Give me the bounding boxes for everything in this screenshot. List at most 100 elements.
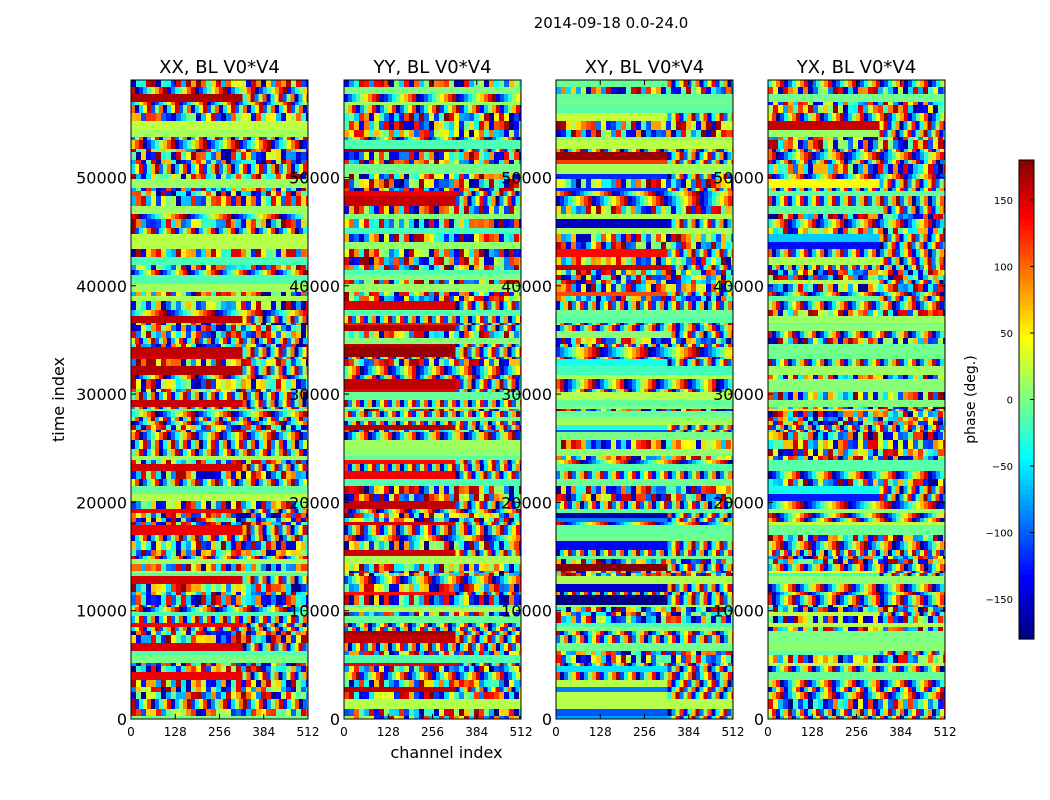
colorbar-segment bbox=[1019, 224, 1034, 231]
colorbar: 150 100 50 0 −50 −100 −150 phase (deg.) bbox=[963, 159, 1035, 640]
colorbar-segment bbox=[1019, 419, 1034, 426]
colorbar-segment bbox=[1019, 544, 1034, 550]
colorbar-segment bbox=[1019, 349, 1034, 356]
colorbar-segment bbox=[1019, 479, 1034, 485]
colorbar-segment bbox=[1019, 354, 1034, 361]
colorbar-tick-label: −150 bbox=[986, 595, 1013, 606]
colorbar-segment bbox=[1019, 264, 1034, 271]
y-tick-label: 0 bbox=[330, 710, 340, 729]
colorbar-segment bbox=[1019, 219, 1034, 226]
x-tick-label: 512 bbox=[934, 725, 957, 739]
panel-4: YX, BL V0*V4 0 128 256 384 512 0 10000 20000 3000… bbox=[713, 57, 956, 739]
x-tick-label: 128 bbox=[164, 725, 187, 739]
colorbar-segment bbox=[1019, 254, 1034, 261]
y-tick-label: 20000 bbox=[501, 493, 552, 512]
colorbar-tick-label: 150 bbox=[994, 196, 1013, 207]
y-tick-label: 0 bbox=[117, 710, 127, 729]
panel-2: YY, BL V0*V4 0 128 256 384 512 0 10000 20000 3000… bbox=[289, 57, 532, 762]
x-tick-label: 128 bbox=[377, 725, 400, 739]
colorbar-segment bbox=[1019, 339, 1034, 346]
y-tick-label: 50000 bbox=[713, 168, 764, 187]
colorbar-segment bbox=[1019, 364, 1034, 371]
colorbar-segment bbox=[1019, 394, 1034, 401]
y-tick-label: 50000 bbox=[501, 168, 552, 187]
y-axis-label: time index bbox=[49, 357, 68, 442]
x-tick-label: 384 bbox=[465, 725, 488, 739]
colorbar-segment bbox=[1019, 429, 1034, 436]
colorbar-segment bbox=[1019, 614, 1034, 620]
colorbar-segment bbox=[1019, 189, 1034, 196]
colorbar-tick-label: −100 bbox=[986, 529, 1013, 540]
colorbar-segment bbox=[1019, 324, 1034, 331]
colorbar-segment bbox=[1019, 529, 1034, 535]
colorbar-segment bbox=[1019, 359, 1034, 366]
colorbar-segment bbox=[1019, 549, 1034, 555]
colorbar-segment bbox=[1019, 274, 1034, 281]
panel-3: XY, BL V0*V4 0 128 256 384 512 0 10000 20000 3000… bbox=[501, 57, 744, 739]
x-tick-label: 0 bbox=[340, 725, 348, 739]
colorbar-segment bbox=[1019, 344, 1034, 351]
y-tick-label: 20000 bbox=[713, 493, 764, 512]
colorbar-segment bbox=[1019, 434, 1034, 441]
colorbar-segment bbox=[1019, 174, 1034, 181]
y-tick-label: 30000 bbox=[289, 385, 340, 404]
colorbar-segment bbox=[1019, 194, 1034, 201]
y-tick-label: 0 bbox=[542, 710, 552, 729]
x-tick-label: 256 bbox=[633, 725, 656, 739]
phase-image bbox=[131, 80, 308, 719]
colorbar-segment bbox=[1019, 399, 1034, 406]
colorbar-segment bbox=[1019, 284, 1034, 291]
colorbar-segment bbox=[1019, 409, 1034, 416]
colorbar-segment bbox=[1019, 469, 1034, 475]
y-tick-label: 40000 bbox=[713, 277, 764, 296]
y-tick-label: 50000 bbox=[289, 168, 340, 187]
colorbar-segment bbox=[1019, 160, 1034, 166]
x-tick-label: 0 bbox=[552, 725, 560, 739]
colorbar-segment bbox=[1019, 484, 1034, 490]
x-tick-label: 256 bbox=[421, 725, 444, 739]
figure-title: 2014-09-18 0.0-24.0 bbox=[534, 14, 689, 32]
colorbar-tick-label: −50 bbox=[992, 462, 1013, 473]
colorbar-segment bbox=[1019, 539, 1034, 545]
colorbar-segment bbox=[1019, 184, 1034, 191]
colorbar-segment bbox=[1019, 629, 1034, 635]
colorbar-segment bbox=[1019, 414, 1034, 421]
colorbar-segment bbox=[1019, 604, 1034, 610]
colorbar-segment bbox=[1019, 389, 1034, 396]
y-tick-label: 40000 bbox=[501, 277, 552, 296]
x-tick-label: 128 bbox=[589, 725, 612, 739]
colorbar-segment bbox=[1019, 209, 1034, 216]
colorbar-segment bbox=[1019, 309, 1034, 316]
x-axis-label: channel index bbox=[390, 743, 502, 762]
colorbar-segment bbox=[1019, 489, 1034, 495]
colorbar-segment bbox=[1019, 304, 1034, 311]
y-tick-label: 40000 bbox=[76, 277, 127, 296]
colorbar-segment bbox=[1019, 504, 1034, 510]
y-tick-label: 10000 bbox=[289, 602, 340, 621]
colorbar-segment bbox=[1019, 244, 1034, 251]
colorbar-segment bbox=[1019, 559, 1034, 565]
colorbar-segment bbox=[1019, 599, 1034, 605]
colorbar-segment bbox=[1019, 234, 1034, 241]
colorbar-segment bbox=[1019, 534, 1034, 540]
colorbar-segment bbox=[1019, 334, 1034, 341]
x-tick-label: 256 bbox=[208, 725, 231, 739]
colorbar-segment bbox=[1019, 554, 1034, 560]
colorbar-segment bbox=[1019, 214, 1034, 221]
colorbar-segment bbox=[1019, 444, 1034, 450]
colorbar-segment bbox=[1019, 279, 1034, 286]
colorbar-label: phase (deg.) bbox=[963, 355, 979, 443]
colorbar-segment bbox=[1019, 624, 1034, 630]
panel-title: YY, BL V0*V4 bbox=[372, 57, 491, 78]
colorbar-segment bbox=[1019, 619, 1034, 625]
colorbar-segment bbox=[1019, 249, 1034, 256]
colorbar-segment bbox=[1019, 259, 1034, 266]
colorbar-segment bbox=[1019, 424, 1034, 431]
colorbar-segment bbox=[1019, 499, 1034, 505]
colorbar-segment bbox=[1019, 519, 1034, 525]
y-tick-label: 0 bbox=[754, 710, 764, 729]
colorbar-segment bbox=[1019, 474, 1034, 480]
colorbar-segment bbox=[1019, 514, 1034, 520]
colorbar-segment bbox=[1019, 609, 1034, 615]
